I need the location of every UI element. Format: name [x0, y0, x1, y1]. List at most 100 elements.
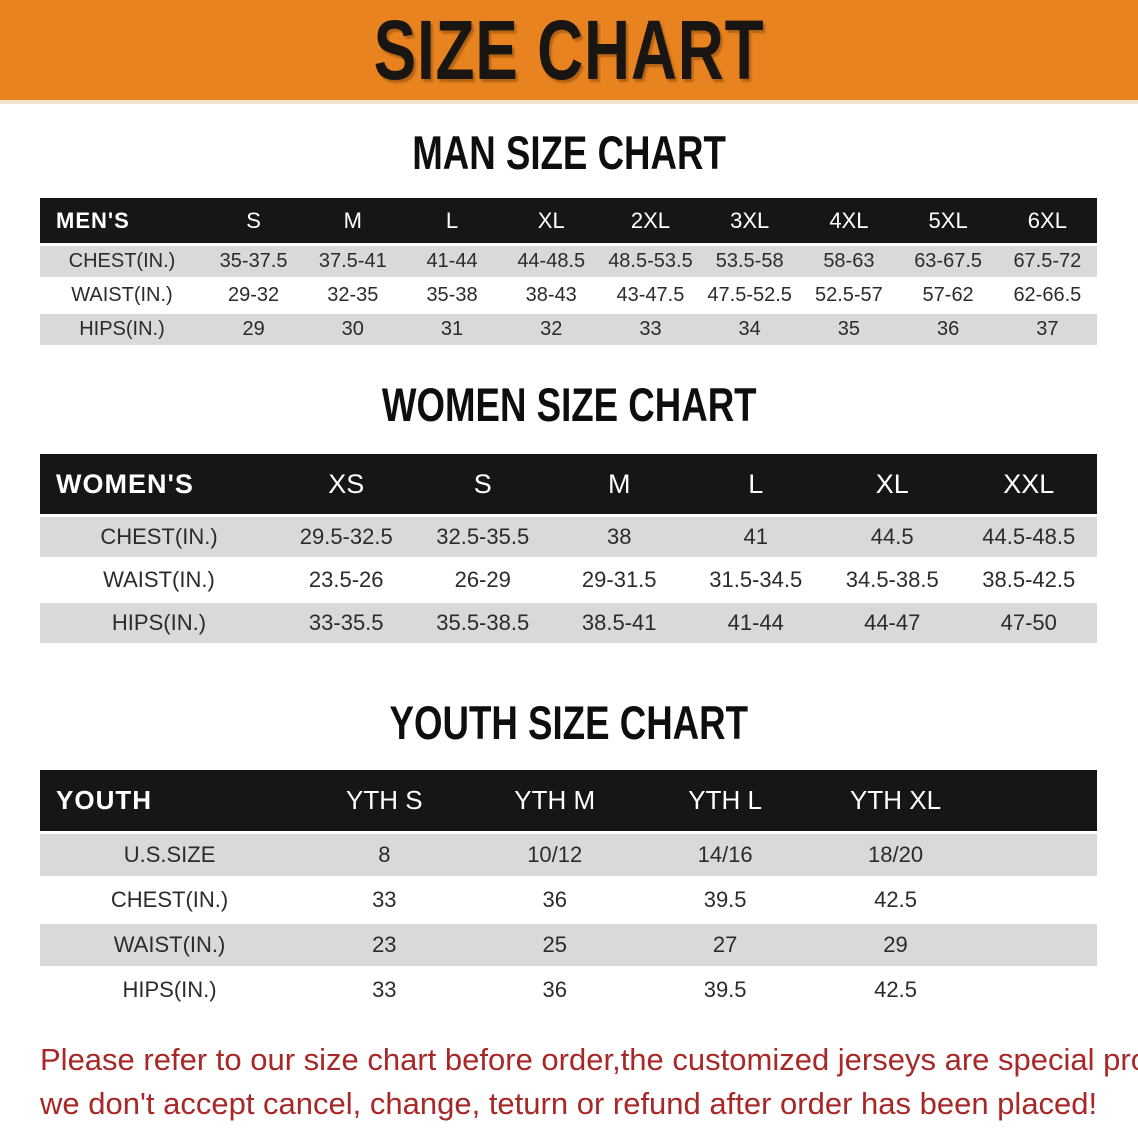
- size-header-cell: 3XL: [730, 207, 770, 233]
- measurement-value: 35.5-38.5: [436, 610, 530, 635]
- table-row: WAIST(IN.) 29-32 32-35 35-38 38-43 43-47.5 47.…: [40, 279, 1097, 313]
- measurement-value: 44-48.5: [517, 250, 586, 272]
- measurement-label: HIPS(IN.): [122, 977, 217, 1002]
- size-header-cell: M: [607, 468, 631, 499]
- measurement-value: 47-50: [1000, 610, 1057, 635]
- table-title-cell: YOUTH: [56, 785, 152, 815]
- measurement-value: 47.5-52.5: [707, 284, 792, 306]
- spacer-cell: [981, 878, 1097, 923]
- measurement-value: 27: [712, 932, 738, 957]
- measurement-value: 29: [883, 932, 908, 957]
- measurement-value: 35-38: [426, 284, 478, 306]
- table-header-row: WOMEN'S XS S M L XL XXL: [40, 454, 1097, 516]
- measurement-value: 39.5: [703, 977, 747, 1002]
- youth-section-heading: YOUTH SIZE CHART: [0, 699, 1138, 746]
- table-title-cell: MEN'S: [56, 207, 130, 233]
- size-header-cell: XXL: [1003, 468, 1055, 499]
- size-header-cell: YTH XL: [850, 785, 942, 815]
- measurement-label: HIPS(IN.): [111, 610, 207, 635]
- table-row: WAIST(IN.) 23.5-26 26-29 29-31.5 31.5-34.5 34…: [40, 559, 1097, 602]
- measurement-value: 36: [936, 318, 960, 340]
- table-header-row: YOUTH YTH S YTH M YTH L YTH XL: [40, 770, 1097, 833]
- measurement-value: 31.5-34.5: [709, 567, 803, 592]
- size-table-grid: YOUTH YTH S YTH M YTH L YTH XL U.S.SIZE 8 10/12…: [40, 770, 1097, 1014]
- measurement-label: U.S.SIZE: [123, 842, 216, 867]
- table-row: HIPS(IN.) 33 36 39.5 42.5: [40, 968, 1097, 1013]
- spacer-cell: [981, 968, 1097, 1013]
- measurement-value: 33: [372, 887, 397, 912]
- measurement-value: 32: [540, 318, 563, 340]
- measurement-value: 8: [378, 842, 391, 867]
- table-header-row: MEN'S S M L XL 2XL 3XL 4XL 5XL 6XL: [40, 198, 1097, 245]
- table-row: HIPS(IN.) 29 30 31 32 33 34 35 36 37: [40, 312, 1097, 347]
- table-row: HIPS(IN.) 33-35.5 35.5-38.5 38.5-41 41-44 44-…: [40, 601, 1097, 645]
- measurement-value: 23: [372, 932, 397, 957]
- measurement-label: HIPS(IN.): [79, 318, 165, 340]
- disclaimer-line-2: we don't accept cancel, change, teturn o…: [40, 1086, 1098, 1121]
- size-header-cell: XL: [875, 468, 909, 499]
- size-header-cell: L: [445, 207, 459, 233]
- size-header-cell: M: [343, 207, 362, 233]
- measurement-value: 57-62: [922, 284, 974, 306]
- measurement-value: 37.5-41: [318, 250, 387, 272]
- measurement-value: 32.5-35.5: [436, 524, 530, 549]
- measurement-value: 29-32: [228, 284, 280, 306]
- table-row: U.S.SIZE 8 10/12 14/16 18/20: [40, 832, 1097, 878]
- disclaimer-line-1: Please refer to our size chart before or…: [40, 1042, 1138, 1077]
- table-title-cell: WOMEN'S: [56, 468, 194, 499]
- page-title: SIZE CHART: [373, 3, 765, 97]
- measurement-value: 33-35.5: [308, 610, 384, 635]
- measurement-value: 29: [242, 318, 265, 340]
- measurement-value: 29.5-32.5: [299, 524, 393, 549]
- measurement-value: 63-67.5: [914, 250, 983, 272]
- measurement-value: 36: [542, 887, 567, 912]
- measurement-value: 44.5: [870, 524, 914, 549]
- size-header-cell: XL: [537, 207, 565, 233]
- measurement-value: 18/20: [868, 842, 924, 867]
- size-header-cell: 4XL: [829, 207, 869, 233]
- size-header-cell: S: [473, 468, 492, 499]
- measurement-value: 14/16: [697, 842, 753, 867]
- men-section-heading-text: MAN SIZE CHART: [412, 126, 726, 179]
- measurement-label: WAIST(IN.): [71, 284, 173, 306]
- measurement-label: WAIST(IN.): [103, 567, 215, 592]
- measurement-value: 25: [542, 932, 567, 957]
- measurement-label: CHEST(IN.): [110, 887, 229, 912]
- size-header-cell: YTH S: [346, 785, 423, 815]
- women-section-heading-text: WOMEN SIZE CHART: [381, 378, 757, 431]
- size-header-cell: 2XL: [630, 207, 671, 233]
- measurement-value: 42.5: [874, 977, 917, 1002]
- measurement-label: CHEST(IN.): [100, 524, 218, 549]
- size-header-cell: L: [748, 468, 764, 499]
- measurement-value: 32-35: [327, 284, 379, 306]
- measurement-value: 35-37.5: [219, 250, 288, 272]
- measurement-value: 26-29: [454, 567, 511, 592]
- measurement-value: 62-66.5: [1013, 284, 1082, 306]
- measurement-label: WAIST(IN.): [113, 932, 226, 957]
- measurement-value: 31: [440, 318, 464, 340]
- measurement-value: 43-47.5: [616, 284, 685, 306]
- size-header-cell: 6XL: [1027, 207, 1067, 233]
- measurement-value: 39.5: [703, 887, 747, 912]
- size-table-grid: MEN'S S M L XL 2XL 3XL 4XL 5XL 6XL CHEST(IN.) 35-37…: [40, 198, 1097, 348]
- table-row: CHEST(IN.) 33 36 39.5 42.5: [40, 878, 1097, 923]
- measurement-value: 41-44: [727, 610, 784, 635]
- men-section-heading: MAN SIZE CHART: [0, 126, 1138, 179]
- measurement-value: 44-47: [864, 610, 921, 635]
- measurement-value: 52.5-57: [814, 284, 883, 306]
- measurement-value: 10/12: [527, 842, 583, 867]
- measurement-value: 33: [372, 977, 397, 1002]
- measurement-value: 53.5-58: [715, 250, 784, 272]
- measurement-value: 48.5-53.5: [608, 250, 693, 272]
- size-header-cell: 5XL: [928, 207, 968, 233]
- measurement-value: 38-43: [525, 284, 577, 306]
- measurement-value: 23.5-26: [308, 567, 384, 592]
- measurement-value: 38.5-42.5: [982, 567, 1076, 592]
- disclaimer-text: Please refer to our size chart before or…: [40, 1038, 1138, 1126]
- measurement-label: CHEST(IN.): [68, 250, 176, 272]
- women-section-heading: WOMEN SIZE CHART: [0, 378, 1138, 431]
- table-row: CHEST(IN.) 29.5-32.5 32.5-35.5 38 41 44.5 44.5…: [40, 515, 1097, 559]
- spacer-cell: [981, 770, 1097, 833]
- measurement-value: 37: [1036, 318, 1059, 340]
- measurement-value: 34: [738, 318, 761, 340]
